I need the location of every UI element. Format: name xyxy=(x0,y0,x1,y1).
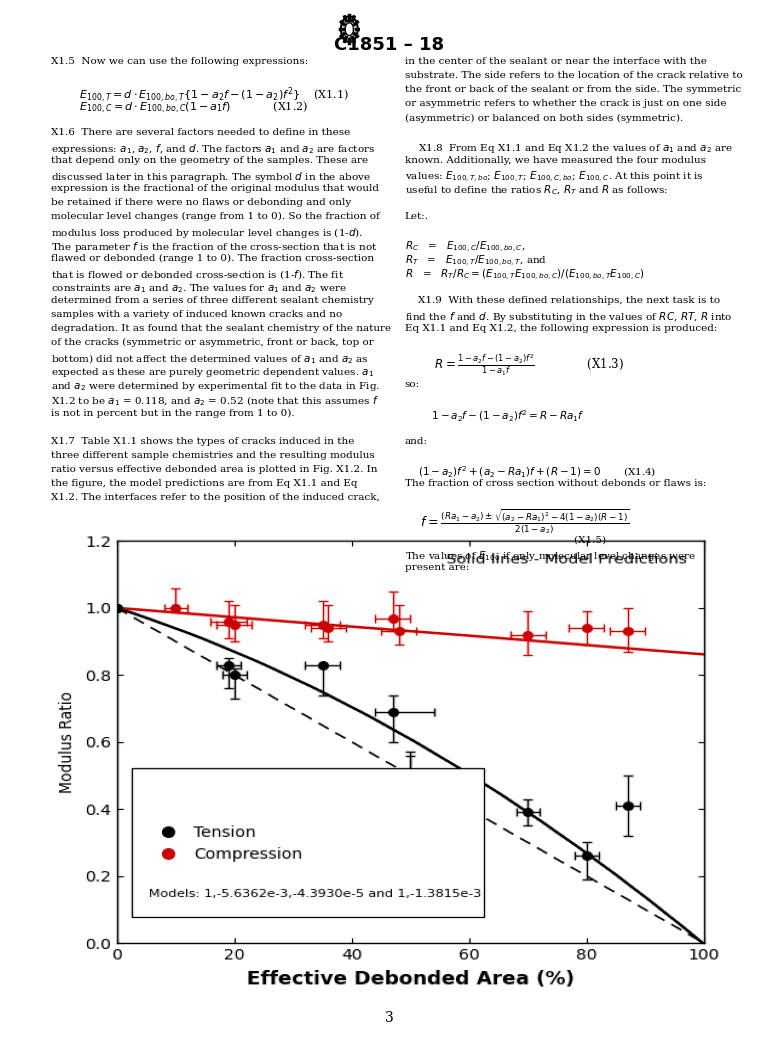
Text: substrate. The side refers to the location of the crack relative to: substrate. The side refers to the locati… xyxy=(405,71,742,80)
Text: the figure, the model predictions are from Eq X1.1 and Eq: the figure, the model predictions are fr… xyxy=(51,479,357,488)
Text: X1.9  With these defined relationships, the next task is to: X1.9 With these defined relationships, t… xyxy=(405,297,720,305)
Text: The values of $E_{100}$ if only molecular level changes were: The values of $E_{100}$ if only molecula… xyxy=(405,550,696,563)
Text: ratio versus effective debonded area is plotted in Fig. X1.2. In: ratio versus effective debonded area is … xyxy=(51,465,377,474)
Text: $R_C$   =   $E_{100,C}/E_{100,bo,C}$,: $R_C$ = $E_{100,C}/E_{100,bo,C}$, xyxy=(405,240,525,255)
Text: $E_{100,T} = d \cdot E_{100,bo,T}\{1 - a_2 f - (1 - a_2)f^2\}$    (X1.1): $E_{100,T} = d \cdot E_{100,bo,T}\{1 - a… xyxy=(51,85,349,105)
Text: be retained if there were no flaws or debonding and only: be retained if there were no flaws or de… xyxy=(51,198,351,207)
Text: determined from a series of three different sealant chemistry: determined from a series of three differ… xyxy=(51,297,373,305)
Text: bottom) did not affect the determined values of $a_1$ and $a_2$ as: bottom) did not affect the determined va… xyxy=(51,352,368,366)
Text: 3: 3 xyxy=(384,1011,394,1025)
Text: Let:.: Let:. xyxy=(405,212,429,221)
Text: The fraction of cross section without debonds or flaws is:: The fraction of cross section without de… xyxy=(405,479,706,488)
Text: $R$   =   $R_T/R_C = (E_{100,T}E_{100,bo,C})/(E_{100,bo,T}E_{100,C})$: $R$ = $R_T/R_C = (E_{100,T}E_{100,bo,C})… xyxy=(405,269,644,283)
Text: expected as these are purely geometric dependent values. $a_1$: expected as these are purely geometric d… xyxy=(51,366,373,379)
Text: three different sample chemistries and the resulting modulus: three different sample chemistries and t… xyxy=(51,451,374,460)
Text: values: $E_{100,T,bo}$; $E_{100,T}$; $E_{100,C,bo}$; $E_{100,C}$. At this point : values: $E_{100,T,bo}$; $E_{100,T}$; $E_… xyxy=(405,170,703,185)
Text: degradation. It as found that the sealant chemistry of the nature: degradation. It as found that the sealan… xyxy=(51,325,391,333)
Text: constraints are $a_1$ and $a_2$. The values for $a_1$ and $a_2$ were: constraints are $a_1$ and $a_2$. The val… xyxy=(51,282,346,295)
Text: Eq X1.1 and Eq X1.2, the following expression is produced:: Eq X1.1 and Eq X1.2, the following expre… xyxy=(405,325,717,333)
Text: that depend only on the geometry of the samples. These are: that depend only on the geometry of the … xyxy=(51,156,368,164)
Text: or asymmetric refers to whether the crack is just on one side: or asymmetric refers to whether the crac… xyxy=(405,100,726,108)
Text: $f = \frac{(Ra_1-a_2)\pm\sqrt{(a_2-Ra_1)^2-4(1-a_2)(R-1)}}{2(1-a_2)}$: $f = \frac{(Ra_1-a_2)\pm\sqrt{(a_2-Ra_1)… xyxy=(405,507,629,536)
Text: The parameter $f$ is the fraction of the cross-section that is not: The parameter $f$ is the fraction of the… xyxy=(51,240,377,254)
Text: flawed or debonded (range 1 to 0). The fraction cross-section: flawed or debonded (range 1 to 0). The f… xyxy=(51,254,373,263)
Text: X1.6  There are several factors needed to define in these: X1.6 There are several factors needed to… xyxy=(51,128,350,136)
Text: expression is the fractional of the original modulus that would: expression is the fractional of the orig… xyxy=(51,184,379,193)
Text: $E_{100,C} = d \cdot E_{100,bo,C}(1 - a_1 f)$            (X1.2): $E_{100,C} = d \cdot E_{100,bo,C}(1 - a_… xyxy=(51,100,307,116)
Text: X1.7  Table X1.1 shows the types of cracks induced in the: X1.7 Table X1.1 shows the types of crack… xyxy=(51,437,354,446)
Text: molecular level changes (range from 1 to 0). So the fraction of: molecular level changes (range from 1 to… xyxy=(51,212,380,221)
Text: (asymmetric) or balanced on both sides (symmetric).: (asymmetric) or balanced on both sides (… xyxy=(405,113,683,123)
Text: that is flowed or debonded cross-section is (1-$f$). The fit: that is flowed or debonded cross-section… xyxy=(51,269,344,281)
Text: X1.8  From Eq X1.1 and Eq X1.2 the values of $a_1$ and $a_2$ are: X1.8 From Eq X1.1 and Eq X1.2 the values… xyxy=(405,142,733,154)
Text: $R_T$   =   $E_{100,T}/E_{100,bo,T}$, and: $R_T$ = $E_{100,T}/E_{100,bo,T}$, and xyxy=(405,254,547,270)
Text: known. Additionally, we have measured the four modulus: known. Additionally, we have measured th… xyxy=(405,156,706,164)
Text: (X1.5): (X1.5) xyxy=(405,535,606,544)
Text: X1.2. The interfaces refer to the position of the induced crack,: X1.2. The interfaces refer to the positi… xyxy=(51,493,380,502)
Text: and $a_2$ were determined by experimental fit to the data in Fig.: and $a_2$ were determined by experimenta… xyxy=(51,381,380,393)
Text: $R = \frac{1 - a_2 f - (1-a_2)f^2}{1 - a_1 f}$              (X1.3): $R = \frac{1 - a_2 f - (1-a_2)f^2}{1 - a… xyxy=(405,352,624,378)
Text: in the center of the sealant or near the interface with the: in the center of the sealant or near the… xyxy=(405,57,706,67)
Text: the front or back of the sealant or from the side. The symmetric: the front or back of the sealant or from… xyxy=(405,85,741,95)
Text: $1 - a_2 f - (1 - a_2)f^2 = R - Ra_1 f$: $1 - a_2 f - (1 - a_2)f^2 = R - Ra_1 f$ xyxy=(405,409,584,424)
Text: and:: and: xyxy=(405,437,428,446)
Text: expressions: $a_1$, $a_2$, $f$, and $d$. The factors $a_1$ and $a_2$ are factors: expressions: $a_1$, $a_2$, $f$, and $d$.… xyxy=(51,142,375,155)
Text: samples with a variety of induced known cracks and no: samples with a variety of induced known … xyxy=(51,310,342,320)
Text: useful to define the ratios $R_C$, $R_T$ and $R$ as follows:: useful to define the ratios $R_C$, $R_T$… xyxy=(405,184,668,198)
Text: present are:: present are: xyxy=(405,563,469,573)
Text: C1851 – 18: C1851 – 18 xyxy=(334,36,444,54)
Text: modulus loss produced by molecular level changes is (1-$d$).: modulus loss produced by molecular level… xyxy=(51,226,363,239)
Text: discussed later in this paragraph. The symbol $d$ in the above: discussed later in this paragraph. The s… xyxy=(51,170,370,183)
Text: of the cracks (symmetric or asymmetric, front or back, top or: of the cracks (symmetric or asymmetric, … xyxy=(51,338,373,348)
Text: so:: so: xyxy=(405,381,419,389)
Text: $(1-a_2)f^2+(a_2-Ra_1)f+(R-1)=0$       (X1.4): $(1-a_2)f^2+(a_2-Ra_1)f+(R-1)=0$ (X1.4) xyxy=(405,465,656,480)
Text: X1.2 to be $a_1$ = 0.118, and $a_2$ = 0.52 (note that this assumes $f$: X1.2 to be $a_1$ = 0.118, and $a_2$ = 0.… xyxy=(51,395,379,408)
Text: is not in percent but in the range from 1 to 0).: is not in percent but in the range from … xyxy=(51,409,294,417)
Text: find the $f$ and $d$. By substituting in the values of $RC$, $RT$, $R$ into: find the $f$ and $d$. By substituting in… xyxy=(405,310,732,324)
Text: X1.5  Now we can use the following expressions:: X1.5 Now we can use the following expres… xyxy=(51,57,308,67)
